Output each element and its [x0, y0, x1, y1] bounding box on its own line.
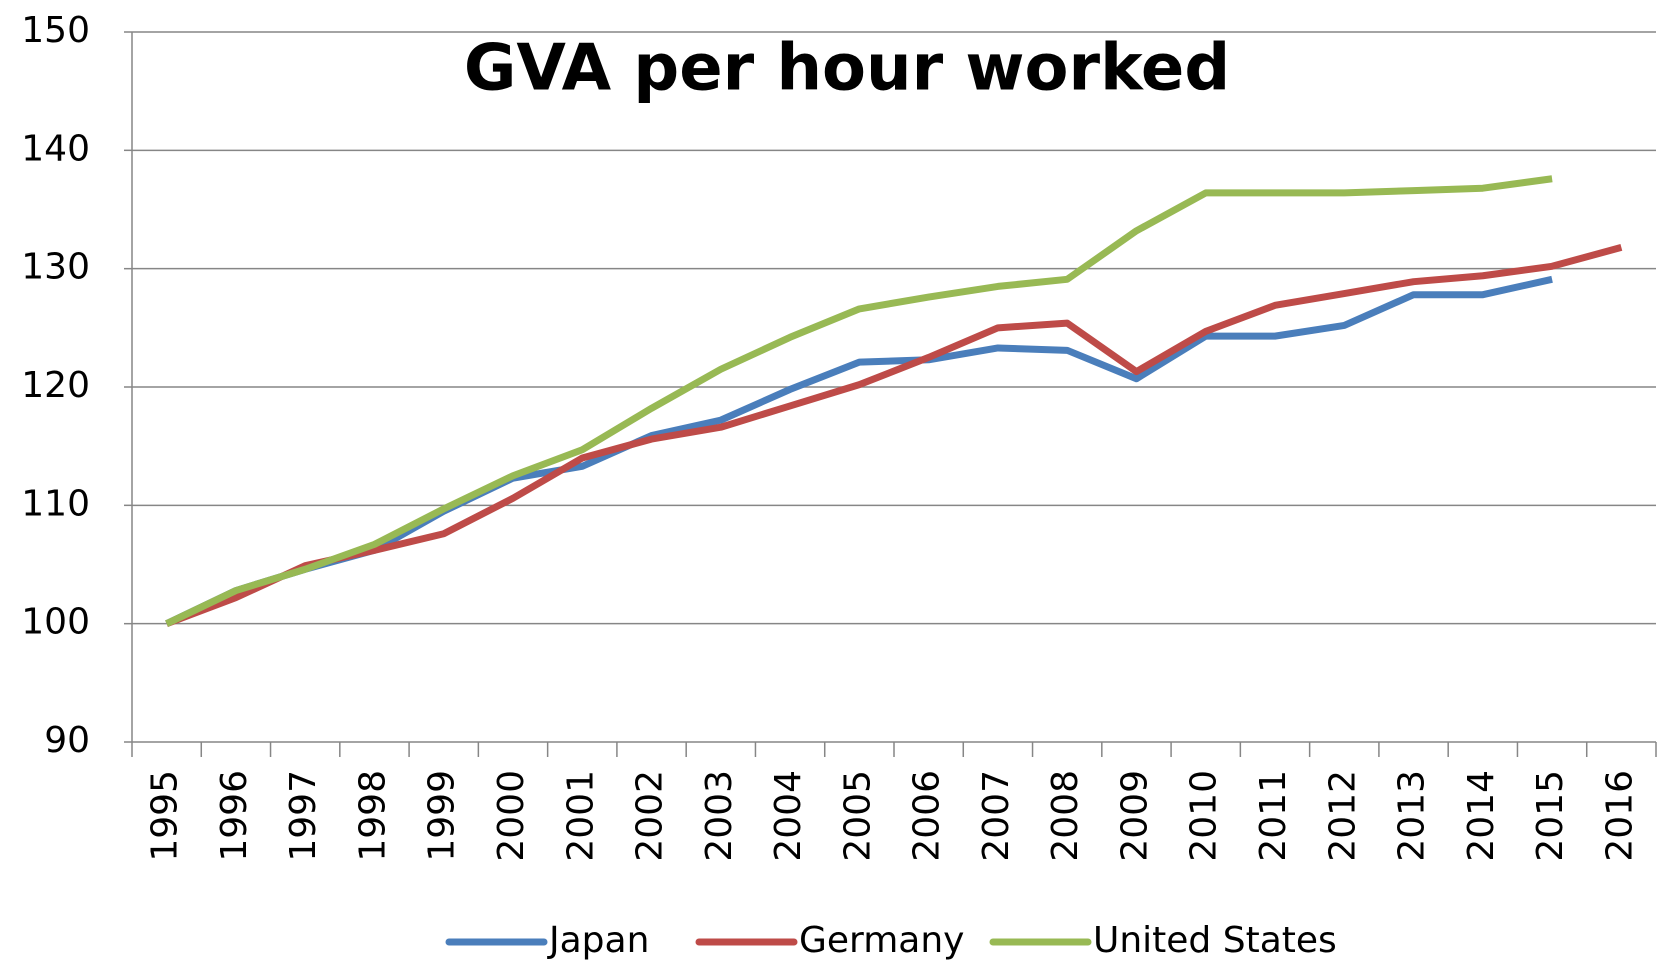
x-tick-label: 2003	[699, 770, 740, 862]
x-tick-label: 2014	[1461, 770, 1502, 862]
x-tick-label: 2001	[560, 770, 601, 862]
x-tick-label: 2002	[630, 770, 671, 862]
series-line	[165, 275, 1553, 627]
x-tick-label: 2016	[1599, 770, 1640, 862]
x-tick-label: 2007	[976, 770, 1017, 862]
legend-label: United States	[1093, 920, 1337, 961]
chart-title: GVA per hour worked	[464, 32, 1230, 106]
legend: Japan Germany United States	[445, 920, 1337, 961]
y-tick-label: 150	[21, 10, 90, 51]
x-tick-label: 2008	[1045, 770, 1086, 862]
x-tick-label: 2006	[907, 770, 948, 862]
x-tick-label: 1995	[145, 770, 186, 862]
x-tick-label: 2009	[1114, 770, 1155, 862]
x-tick-label: 2015	[1530, 770, 1571, 862]
series-line	[165, 175, 1553, 627]
y-tick-label: 100	[21, 602, 90, 643]
x-tick-label: 2004	[768, 770, 809, 862]
x-tick-label: 2012	[1322, 770, 1363, 862]
legend-label: Germany	[799, 920, 964, 961]
x-tick-label: 1997	[283, 770, 324, 862]
x-tick-label: 2010	[1184, 770, 1225, 862]
x-tick-label: 1999	[422, 770, 463, 862]
y-tick-label: 110	[21, 483, 90, 524]
y-tick-label: 140	[21, 128, 90, 169]
y-tick-label: 90	[44, 720, 90, 761]
legend-label: Japan	[547, 920, 649, 961]
y-tick-label: 120	[21, 365, 90, 406]
series-line	[165, 243, 1623, 627]
y-tick-label: 130	[21, 247, 90, 288]
x-tick-label: 2013	[1392, 770, 1433, 862]
x-tick-label: 1996	[214, 770, 255, 862]
x-tick-label: 2011	[1253, 770, 1294, 862]
x-tick-label: 2000	[491, 770, 532, 862]
x-tick-label: 2005	[837, 770, 878, 862]
x-tick-label: 1998	[352, 770, 393, 862]
